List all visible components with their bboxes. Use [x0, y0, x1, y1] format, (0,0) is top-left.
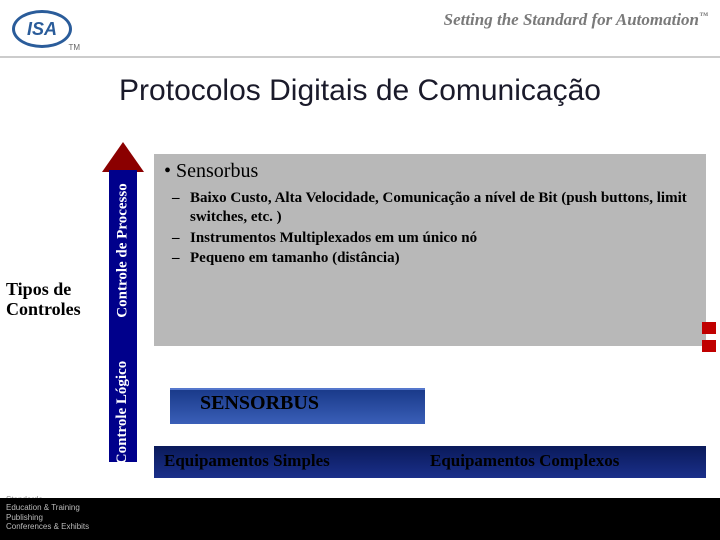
axis-label-right: Equipamentos Complexos [430, 451, 619, 471]
arrow-head-icon [102, 142, 144, 172]
sensorbus-label: SENSORBUS [200, 392, 319, 415]
axis-label-left: Equipamentos Simples [164, 451, 330, 471]
content-bullet: • Sensorbus [164, 160, 696, 183]
tagline-text: Setting the Standard for Automation [444, 10, 699, 29]
list-item: Baixo Custo, Alta Velocidade, Comunicaçã… [190, 189, 696, 227]
footer-bar [0, 498, 720, 540]
arrow-label-bottom: Controle Lógico [109, 332, 137, 492]
bullet-prefix: • [164, 160, 176, 182]
footer-item: Education & Training [6, 503, 89, 513]
footer-links-lower: Education & Training Publishing Conferen… [6, 503, 89, 532]
logo-ellipse: ISA [12, 10, 72, 48]
arrow-label-bottom-text: Controle Lógico [115, 360, 132, 463]
content-list: Baixo Custo, Alta Velocidade, Comunicaçã… [164, 189, 696, 268]
header: ISA TM Setting the Standard for Automati… [0, 0, 720, 58]
page-title: Protocolos Digitais de Comunicação [0, 74, 720, 108]
footer-item: Conferences & Exhibits [6, 522, 89, 532]
list-item: Pequeno em tamanho (distância) [190, 249, 696, 268]
list-item: Instrumentos Multiplexados em um único n… [190, 229, 696, 248]
footer-item: Publishing [6, 513, 89, 523]
marker-square-1 [702, 322, 716, 334]
vertical-arrow: Controle de Processo Controle Lógico [102, 142, 144, 462]
sidebar-line2: Controles [6, 299, 81, 319]
content-panel: • Sensorbus Baixo Custo, Alta Velocidade… [154, 154, 706, 346]
isa-logo: ISA TM [12, 10, 82, 54]
logo-tm: TM [68, 43, 80, 52]
arrow-label-top: Controle de Processo [109, 170, 137, 330]
sidebar-line1: Tipos de [6, 279, 71, 299]
sidebar-label: Tipos de Controles [6, 280, 96, 320]
tagline: Setting the Standard for Automation™ [444, 10, 708, 30]
marker-square-2 [702, 340, 716, 352]
logo-text: ISA [27, 19, 57, 40]
bullet-title: Sensorbus [176, 160, 258, 182]
arrow-label-top-text: Controle de Processo [115, 183, 132, 317]
tagline-tm: ™ [699, 10, 708, 20]
